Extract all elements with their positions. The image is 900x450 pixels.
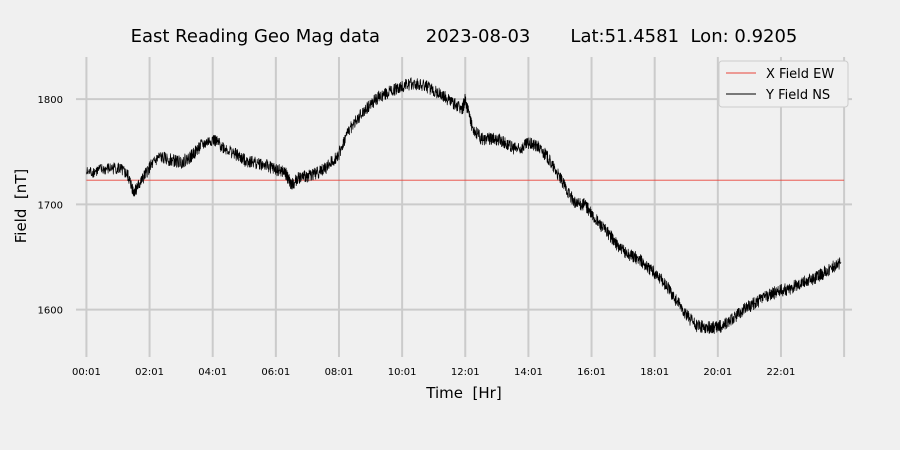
x-tick-labels: 00:01 02:01 04:01 06:01 08:01 10:01 12:01 14:01… bbox=[72, 367, 795, 378]
y-tick-label: 1600 bbox=[38, 306, 63, 317]
x-tick-label: 12:01 bbox=[451, 367, 480, 378]
series-lines bbox=[86, 77, 845, 335]
y-tick-label: 1800 bbox=[38, 95, 63, 106]
x-tick-label: 14:01 bbox=[514, 367, 543, 378]
legend-label-x-field: X Field EW bbox=[766, 67, 834, 82]
x-tick-label: 02:01 bbox=[135, 367, 164, 378]
x-tick-label: 04:01 bbox=[198, 367, 227, 378]
y-tick-labels: 1600 1700 1800 bbox=[38, 95, 63, 317]
chart-title: East Reading Geo Mag data 2023-08-03 Lat… bbox=[131, 26, 798, 47]
legend: X Field EW Y Field NS bbox=[718, 60, 849, 108]
x-tick-label: 00:01 bbox=[72, 367, 101, 378]
x-axis-label: Time [Hr] bbox=[425, 384, 501, 402]
x-tick-label: 18:01 bbox=[640, 367, 669, 378]
x-tick-label: 20:01 bbox=[703, 367, 732, 378]
y-axis-label: Field [nT] bbox=[12, 169, 30, 244]
legend-label-y-field: Y Field NS bbox=[765, 88, 830, 103]
y-tick-label: 1700 bbox=[38, 200, 63, 211]
x-tick-label: 06:01 bbox=[261, 367, 290, 378]
x-tick-label: 16:01 bbox=[577, 367, 606, 378]
x-tick-label: 22:01 bbox=[767, 367, 796, 378]
x-tick-label: 10:01 bbox=[388, 367, 417, 378]
series-line-y-field bbox=[86, 77, 842, 335]
x-tick-label: 08:01 bbox=[325, 367, 354, 378]
